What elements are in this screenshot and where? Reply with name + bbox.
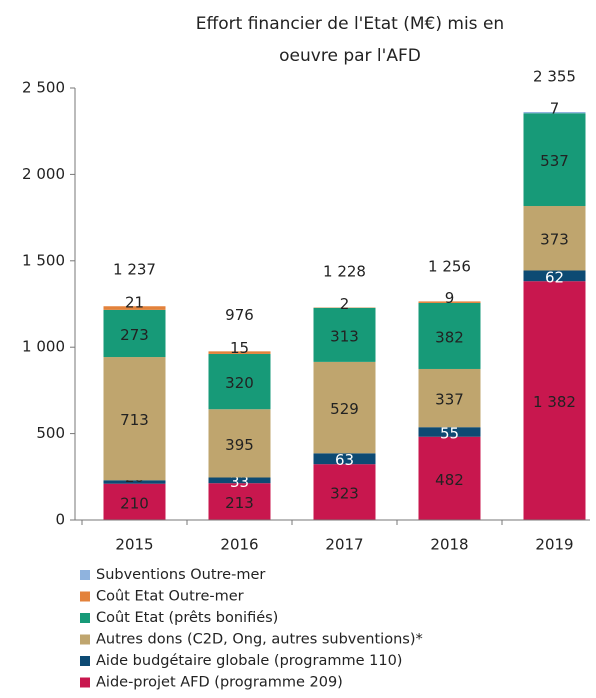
bar-segment bbox=[418, 368, 481, 428]
data-label: 320 bbox=[225, 374, 254, 392]
bar-segment bbox=[208, 477, 271, 484]
data-label: 323 bbox=[330, 485, 359, 503]
data-label: 63 bbox=[335, 451, 354, 469]
bar-segment bbox=[208, 353, 271, 410]
data-label: 213 bbox=[225, 494, 254, 512]
data-label: 395 bbox=[225, 436, 254, 454]
x-tick-label: 2016 bbox=[220, 536, 258, 554]
y-tick-label: 1 000 bbox=[22, 338, 65, 356]
bar-segment bbox=[418, 302, 481, 369]
total-label: 2 355 bbox=[533, 68, 576, 86]
data-label: 373 bbox=[540, 231, 569, 249]
y-tick-label: 500 bbox=[36, 424, 65, 442]
bar-segment bbox=[103, 309, 166, 358]
y-tick-label: 0 bbox=[55, 511, 65, 529]
total-label: 1 237 bbox=[113, 261, 156, 279]
legend-swatch bbox=[80, 570, 90, 580]
legend-label: Aide budgétaire globale (programme 110) bbox=[96, 653, 402, 669]
bar-segment bbox=[313, 453, 376, 465]
data-label: 9 bbox=[445, 289, 455, 307]
data-label: 713 bbox=[120, 411, 149, 429]
data-label: 7 bbox=[550, 100, 560, 118]
bar-segment bbox=[103, 357, 166, 481]
bar-segment bbox=[418, 301, 481, 303]
x-tick-label: 2015 bbox=[115, 536, 153, 554]
chart-title: oeuvre par l'AFD bbox=[279, 46, 421, 66]
bar-segment bbox=[523, 270, 586, 282]
bar-segment bbox=[313, 464, 376, 520]
bar-segment bbox=[103, 483, 166, 520]
bar-segment bbox=[208, 351, 271, 354]
legend-swatch bbox=[80, 677, 90, 688]
y-tick-label: 2 500 bbox=[22, 79, 65, 97]
data-label: 482 bbox=[435, 471, 464, 489]
legend-label: Coût Etat Outre-mer bbox=[96, 589, 244, 605]
data-label: 62 bbox=[545, 268, 564, 286]
legend-label: Aide-projet AFD (programme 209) bbox=[96, 675, 343, 691]
bar-segment bbox=[418, 427, 481, 437]
legend-swatch bbox=[80, 613, 90, 623]
x-tick-label: 2019 bbox=[535, 536, 573, 554]
legend-swatch bbox=[80, 656, 90, 666]
bar-segment bbox=[313, 361, 376, 454]
bar-segment bbox=[313, 307, 376, 362]
data-label: 313 bbox=[330, 327, 359, 345]
data-label: 210 bbox=[120, 494, 149, 512]
chart-title: Effort financier de l'Etat (M€) mis en bbox=[196, 14, 504, 34]
data-label: 529 bbox=[330, 400, 359, 418]
bar-segment bbox=[523, 206, 586, 271]
bar-segment bbox=[523, 281, 586, 520]
bar-segment bbox=[523, 112, 586, 114]
y-tick-label: 2 000 bbox=[22, 165, 65, 183]
data-label: 537 bbox=[540, 152, 569, 170]
legend-label: Autres dons (C2D, Ong, autres subvention… bbox=[96, 632, 423, 648]
x-tick-label: 2018 bbox=[430, 536, 468, 554]
data-label: 1 382 bbox=[533, 393, 576, 411]
y-tick-label: 1 500 bbox=[22, 251, 65, 269]
data-label: 382 bbox=[435, 328, 464, 346]
x-tick-label: 2017 bbox=[325, 536, 363, 554]
data-label: 15 bbox=[230, 339, 249, 357]
bar-segment bbox=[208, 483, 271, 520]
data-label: 55 bbox=[440, 424, 459, 442]
bar-segment bbox=[103, 306, 166, 310]
data-label: 2 bbox=[340, 295, 350, 313]
bar-segment bbox=[418, 436, 481, 520]
legend-label: Subventions Outre-mer bbox=[96, 567, 265, 583]
data-label: 21 bbox=[125, 294, 144, 312]
total-label: 1 228 bbox=[323, 262, 366, 280]
data-label: 273 bbox=[120, 326, 149, 344]
legend-label: Coût Etat (prêts bonifiés) bbox=[96, 610, 278, 626]
total-label: 1 256 bbox=[428, 257, 471, 275]
total-label: 976 bbox=[225, 306, 254, 324]
data-label: 337 bbox=[435, 391, 464, 409]
bar-segment bbox=[523, 113, 586, 207]
bar-segment bbox=[208, 409, 271, 478]
legend-swatch bbox=[80, 634, 90, 645]
legend-swatch bbox=[80, 591, 90, 602]
bar-segment bbox=[103, 480, 166, 484]
